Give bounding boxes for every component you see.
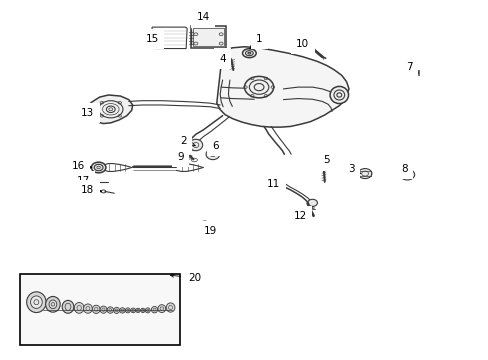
Ellipse shape (107, 307, 113, 313)
Bar (405, 70, 418, 75)
Ellipse shape (358, 168, 371, 179)
Polygon shape (89, 95, 132, 123)
Ellipse shape (74, 302, 84, 313)
Ellipse shape (329, 86, 348, 104)
Ellipse shape (30, 296, 42, 309)
Text: 13: 13 (81, 108, 94, 118)
Bar (191, 26, 225, 48)
Text: 5: 5 (322, 156, 329, 165)
Ellipse shape (136, 308, 140, 312)
Ellipse shape (92, 305, 100, 314)
Polygon shape (216, 47, 348, 127)
Text: 7: 7 (406, 63, 412, 72)
Ellipse shape (27, 292, 46, 312)
Text: 12: 12 (293, 211, 306, 221)
Ellipse shape (145, 308, 150, 313)
Text: 1: 1 (249, 34, 262, 49)
Ellipse shape (307, 199, 317, 206)
Text: 18: 18 (81, 185, 102, 195)
Ellipse shape (405, 68, 418, 77)
Text: 8: 8 (401, 164, 407, 174)
Bar (193, 28, 224, 46)
Bar (20, 274, 180, 345)
Ellipse shape (205, 149, 219, 159)
Ellipse shape (141, 308, 145, 312)
Ellipse shape (100, 306, 107, 313)
Ellipse shape (120, 308, 125, 313)
Text: 14: 14 (196, 13, 209, 22)
Text: 20: 20 (170, 273, 201, 283)
Ellipse shape (158, 305, 165, 312)
Text: 11: 11 (266, 179, 280, 189)
Ellipse shape (399, 169, 414, 180)
Ellipse shape (151, 306, 158, 313)
Ellipse shape (273, 180, 284, 188)
Ellipse shape (189, 139, 202, 151)
Ellipse shape (49, 300, 57, 309)
Text: 16: 16 (71, 161, 92, 171)
Text: 19: 19 (203, 226, 217, 236)
Ellipse shape (91, 162, 106, 173)
Ellipse shape (114, 307, 119, 314)
Ellipse shape (200, 221, 209, 228)
Ellipse shape (125, 308, 130, 313)
Ellipse shape (45, 296, 60, 312)
Text: 17: 17 (76, 176, 95, 186)
Text: 15: 15 (145, 34, 159, 44)
Text: 4: 4 (219, 54, 227, 64)
Text: 2: 2 (180, 136, 195, 146)
Ellipse shape (83, 304, 92, 313)
Ellipse shape (62, 300, 74, 313)
Ellipse shape (244, 76, 273, 98)
Text: 9: 9 (177, 152, 185, 162)
Text: 10: 10 (296, 39, 309, 49)
Ellipse shape (130, 308, 135, 313)
Text: 6: 6 (212, 141, 218, 151)
Bar (358, 171, 371, 176)
Text: 3: 3 (347, 164, 360, 174)
Ellipse shape (242, 49, 256, 58)
Ellipse shape (166, 303, 175, 312)
